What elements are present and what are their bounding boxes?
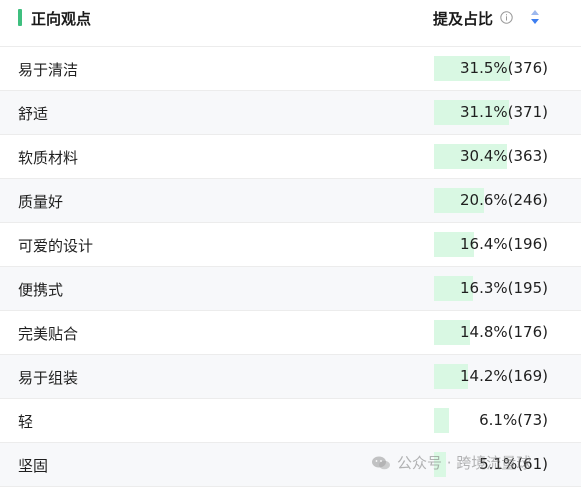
opinion-label: 舒适 bbox=[18, 105, 49, 123]
mention-share-value: 31.1%(371) bbox=[460, 103, 548, 121]
title-accent-bar bbox=[18, 9, 22, 26]
mention-share-value: 31.5%(376) bbox=[460, 59, 548, 77]
table-row: 软质材料 30.4%(363) bbox=[0, 135, 581, 179]
mention-share-value: 20.6%(246) bbox=[460, 191, 548, 209]
table-body: 易于清洁 31.5%(376) 舒适 31.1%(371) 软质材料 30.4%(363)… bbox=[0, 47, 581, 487]
table-row: 便携式 16.3%(195) bbox=[0, 267, 581, 311]
watermark: 公众号 · 跨境流量球 bbox=[371, 452, 531, 473]
opinion-label: 易于清洁 bbox=[18, 61, 79, 79]
share-bar bbox=[434, 408, 449, 433]
mention-share-value: 14.8%(176) bbox=[460, 323, 548, 341]
opinion-label: 便携式 bbox=[18, 281, 64, 299]
opinion-label: 易于组装 bbox=[18, 369, 79, 387]
share-bar bbox=[434, 276, 474, 301]
share-bar bbox=[434, 232, 474, 257]
mention-share-value: 14.2%(169) bbox=[460, 367, 548, 385]
opinion-label: 可爱的设计 bbox=[18, 237, 94, 255]
info-icon[interactable] bbox=[500, 11, 513, 24]
watermark-text: 公众号 · 跨境流量球 bbox=[397, 454, 532, 472]
column-title-opinion: 正向观点 bbox=[31, 10, 92, 28]
column-title-mention-share[interactable]: 提及占比 bbox=[433, 10, 494, 28]
mention-share-value: 5.1%(61) bbox=[479, 455, 548, 473]
opinion-label: 轻 bbox=[18, 413, 34, 431]
opinion-label: 软质材料 bbox=[18, 149, 79, 167]
opinion-label: 完美贴合 bbox=[18, 325, 79, 343]
table-row: 完美贴合 14.8%(176) bbox=[0, 311, 581, 355]
mention-share-value: 16.3%(195) bbox=[460, 279, 548, 297]
opinion-label: 坚固 bbox=[18, 457, 49, 475]
share-bar bbox=[434, 320, 470, 345]
opinion-label: 质量好 bbox=[18, 193, 64, 211]
table-header: 正向观点 提及占比 bbox=[0, 0, 581, 47]
table-row: 易于清洁 31.5%(376) bbox=[0, 47, 581, 91]
share-bar bbox=[434, 452, 447, 477]
share-bar bbox=[434, 188, 484, 213]
table-row: 质量好 20.6%(246) bbox=[0, 179, 581, 223]
share-bar bbox=[434, 364, 469, 389]
mention-share-value: 30.4%(363) bbox=[460, 147, 548, 165]
mention-share-value: 16.4%(196) bbox=[460, 235, 548, 253]
share-bar bbox=[434, 100, 510, 125]
share-bar bbox=[434, 56, 510, 81]
mention-share-value: 6.1%(73) bbox=[479, 411, 548, 429]
table-row: 轻 6.1%(73) bbox=[0, 399, 581, 443]
sort-icon[interactable] bbox=[530, 8, 540, 26]
table-row: 坚固 5.1%(61) bbox=[0, 443, 581, 487]
share-bar bbox=[434, 144, 508, 169]
wechat-icon bbox=[372, 456, 390, 469]
table-row: 可爱的设计 16.4%(196) bbox=[0, 223, 581, 267]
table-row: 舒适 31.1%(371) bbox=[0, 91, 581, 135]
table-row: 易于组装 14.2%(169) bbox=[0, 355, 581, 399]
